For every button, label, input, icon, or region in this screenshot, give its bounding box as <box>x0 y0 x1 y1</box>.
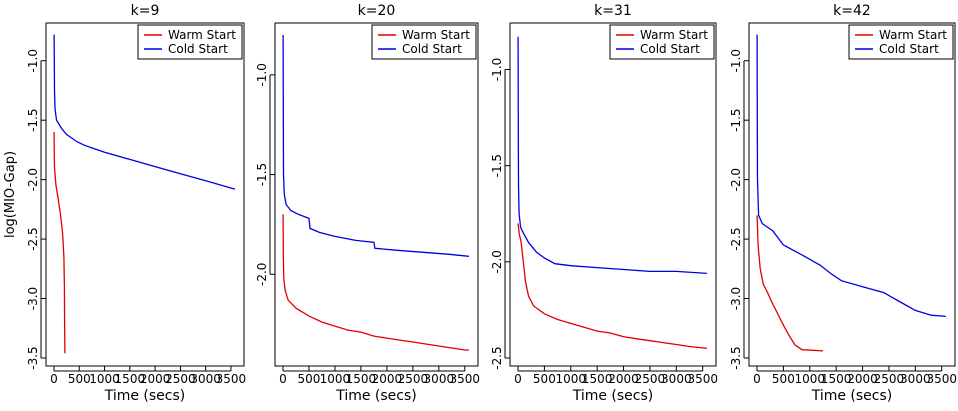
x-tick-label: 3500 <box>450 372 481 386</box>
legend-label: Cold Start <box>640 42 700 56</box>
x-tick-label: 2000 <box>608 372 639 386</box>
series-line-cold <box>53 34 236 190</box>
y-tick-label: -3.0 <box>729 287 743 310</box>
x-axis-label: Time (secs) <box>572 388 654 404</box>
y-tick-label: -1.0 <box>729 49 743 72</box>
y-axis-label: log(MIO-Gap) <box>3 151 18 238</box>
x-tick-label: 2000 <box>372 372 403 386</box>
legend-box <box>609 24 715 60</box>
x-tick-label: 2000 <box>847 372 878 386</box>
x-tick-label: 1000 <box>556 372 587 386</box>
series-line-warm <box>756 215 824 352</box>
x-tick-label: 3500 <box>687 372 718 386</box>
chart-title: k=20 <box>358 3 396 19</box>
plot-frame <box>45 22 245 367</box>
plot-frame <box>274 22 479 367</box>
series-line-cold <box>282 34 470 257</box>
y-tick-label: -2.5 <box>490 346 504 369</box>
x-tick-label: 2000 <box>140 372 171 386</box>
y-tick-label: -3.5 <box>26 346 40 369</box>
legend-label: Warm Start <box>879 28 947 42</box>
series-line-warm <box>53 132 66 354</box>
y-tick-label: -1.0 <box>255 63 269 86</box>
chart-title: k=9 <box>131 3 160 19</box>
x-tick-label: 3500 <box>926 372 957 386</box>
x-tick-label: 1500 <box>115 372 146 386</box>
y-tick-label: -1.0 <box>490 58 504 81</box>
series-line-cold <box>517 36 707 275</box>
y-tick-label: -3.5 <box>729 346 743 369</box>
y-tick-label: -2.0 <box>255 263 269 286</box>
legend-box <box>848 24 954 60</box>
x-axis-label: Time (secs) <box>811 388 893 404</box>
x-tick-label: 0 <box>514 372 522 386</box>
x-tick-label: 1000 <box>89 372 120 386</box>
legend-label: Warm Start <box>402 28 470 42</box>
y-tick-label: -2.5 <box>729 227 743 250</box>
legend-label: Cold Start <box>168 42 228 56</box>
chart-title: k=42 <box>833 3 871 19</box>
y-tick-label: -3.0 <box>26 287 40 310</box>
y-tick-label: -1.5 <box>26 108 40 131</box>
x-tick-label: 2500 <box>874 372 905 386</box>
y-tick-label: -1.0 <box>26 49 40 72</box>
x-tick-label: 3000 <box>661 372 692 386</box>
x-tick-label: 1000 <box>320 372 351 386</box>
x-tick-label: 0 <box>279 372 287 386</box>
plot-frame <box>509 22 717 367</box>
series-line-warm <box>282 214 469 351</box>
y-tick-label: -1.5 <box>490 154 504 177</box>
x-tick-label: 1500 <box>346 372 377 386</box>
y-tick-label: -2.0 <box>729 168 743 191</box>
x-tick-label: 0 <box>753 372 761 386</box>
x-tick-label: 3500 <box>216 372 247 386</box>
x-tick-label: 0 <box>50 372 58 386</box>
legend-box <box>137 24 243 60</box>
y-tick-label: -2.0 <box>490 250 504 273</box>
legend-label: Cold Start <box>879 42 939 56</box>
x-tick-label: 500 <box>68 372 91 386</box>
x-tick-label: 1000 <box>795 372 826 386</box>
series-line-warm <box>517 223 707 350</box>
legend-box <box>371 24 477 60</box>
x-tick-label: 500 <box>772 372 795 386</box>
x-axis-label: Time (secs) <box>335 388 417 404</box>
series-line-cold <box>756 34 946 318</box>
legend-label: Warm Start <box>640 28 708 42</box>
x-tick-label: 1500 <box>582 372 613 386</box>
legend-label: Warm Start <box>168 28 236 42</box>
plot-frame <box>748 22 956 367</box>
x-tick-label: 3000 <box>900 372 931 386</box>
x-tick-label: 2500 <box>635 372 666 386</box>
x-tick-label: 500 <box>298 372 321 386</box>
y-tick-label: -2.5 <box>26 227 40 250</box>
y-tick-label: -2.0 <box>26 168 40 191</box>
x-axis-label: Time (secs) <box>104 388 186 404</box>
x-tick-label: 500 <box>533 372 556 386</box>
x-tick-label: 2500 <box>398 372 429 386</box>
y-tick-label: -1.5 <box>255 163 269 186</box>
x-tick-label: 3000 <box>424 372 455 386</box>
x-tick-label: 1500 <box>821 372 852 386</box>
legend-label: Cold Start <box>402 42 462 56</box>
x-tick-label: 3000 <box>190 372 221 386</box>
chart-title: k=31 <box>594 3 632 19</box>
x-tick-label: 2500 <box>165 372 196 386</box>
y-tick-label: -1.5 <box>729 108 743 131</box>
